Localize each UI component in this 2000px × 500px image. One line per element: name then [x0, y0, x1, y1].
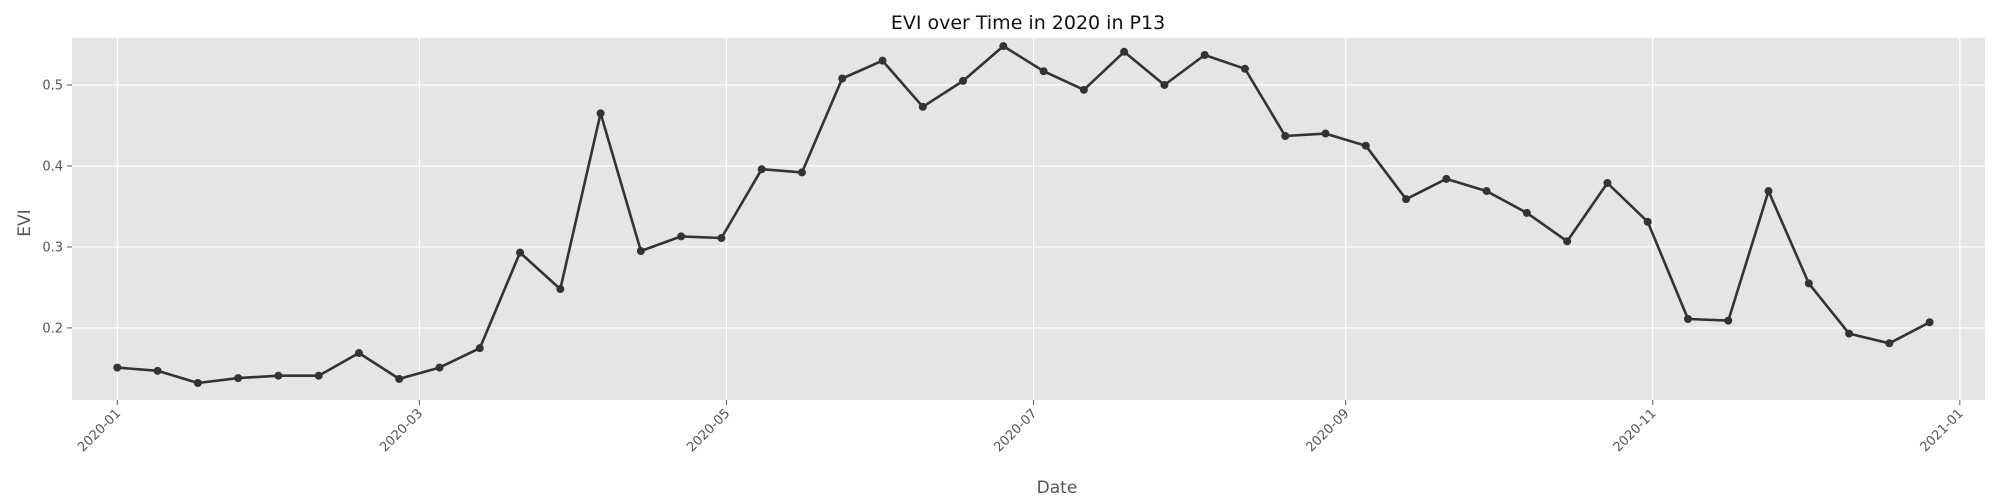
data-point — [435, 363, 444, 372]
data-point — [1200, 51, 1209, 60]
data-point — [1442, 174, 1451, 183]
y-tick-label: 0.2 — [42, 321, 63, 336]
data-point — [1724, 316, 1733, 325]
data-point — [1281, 131, 1290, 140]
data-point — [797, 168, 806, 177]
data-point — [1603, 178, 1612, 187]
data-point — [395, 374, 404, 383]
data-point — [1563, 237, 1572, 246]
x-tick-label: 2020-09 — [1303, 406, 1352, 455]
data-point — [636, 246, 645, 255]
data-point — [1804, 279, 1813, 288]
x-tick-label: 2021-01 — [1918, 406, 1967, 455]
y-axis-label: EVI — [15, 209, 35, 236]
data-point — [918, 102, 927, 111]
x-tick-label: 2020-07 — [991, 406, 1040, 455]
data-point — [274, 371, 283, 380]
data-point — [1482, 187, 1491, 196]
data-point — [878, 56, 887, 65]
data-point — [1321, 129, 1330, 138]
data-point — [1764, 187, 1773, 196]
plot-area — [72, 38, 1985, 400]
series-layer — [113, 42, 1934, 387]
grid — [72, 38, 1985, 400]
chart-title: EVI over Time in 2020 in P13 — [891, 12, 1165, 34]
data-point — [1683, 315, 1692, 324]
data-point — [475, 344, 484, 353]
x-tick-label: 2020-05 — [684, 406, 733, 455]
data-point — [1240, 64, 1249, 73]
data-point — [838, 74, 847, 83]
data-point — [193, 378, 202, 387]
y-tick-label: 0.4 — [42, 159, 63, 174]
x-axis-label: Date — [1037, 478, 1078, 498]
data-point — [1160, 80, 1169, 89]
x-tick-label: 2020-01 — [75, 406, 124, 455]
data-point — [1925, 318, 1934, 327]
data-point — [1361, 141, 1370, 150]
data-point — [1885, 339, 1894, 348]
data-point — [717, 234, 726, 243]
data-point — [1402, 195, 1411, 204]
data-point — [596, 109, 605, 118]
data-point — [234, 374, 243, 383]
data-point — [1039, 67, 1048, 76]
data-point — [677, 232, 686, 241]
data-point — [354, 349, 363, 358]
data-point — [757, 165, 766, 174]
data-point — [314, 371, 323, 380]
data-point — [556, 285, 565, 294]
data-point — [1120, 47, 1129, 56]
data-point — [1522, 208, 1531, 217]
y-tick-label: 0.3 — [42, 240, 63, 255]
data-point — [959, 76, 968, 85]
data-point — [516, 248, 525, 257]
evi-series-line — [117, 44, 1931, 385]
x-tick-label: 2020-03 — [377, 406, 426, 455]
data-point — [1643, 217, 1652, 226]
data-point — [999, 42, 1008, 51]
y-tick-label: 0.5 — [42, 78, 63, 93]
data-point — [113, 363, 122, 372]
data-point — [153, 366, 162, 375]
data-point — [1845, 329, 1854, 338]
x-tick-label: 2020-11 — [1611, 406, 1660, 455]
data-point — [1079, 85, 1088, 94]
